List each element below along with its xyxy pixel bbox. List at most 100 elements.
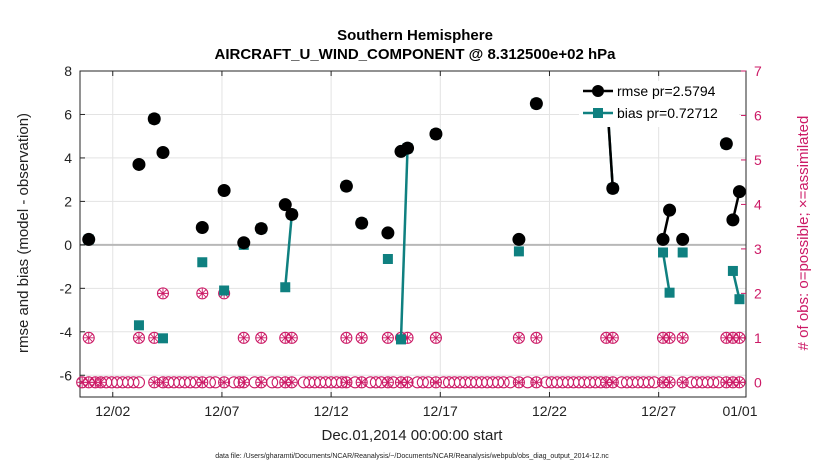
rmse-point <box>663 203 677 217</box>
obs-count-layer <box>76 287 746 389</box>
y-axis-left-label: rmse and bias (model - observation) <box>15 113 32 353</box>
obs-possible-marker <box>266 376 279 389</box>
x-tick-label: 12/17 <box>423 403 458 419</box>
y-left-tick-label: 8 <box>64 63 72 79</box>
obs-assimilated-marker <box>601 377 612 388</box>
obs-possible-marker <box>707 376 720 389</box>
rmse-point <box>355 216 369 230</box>
bias-point <box>280 282 291 293</box>
x-axis-ticks: 12/02 12/07 12/12 12/17 12/22 12/27 01/01 <box>95 71 758 419</box>
obs-assimilated-marker <box>734 332 745 343</box>
x-tick-label: 01/01 <box>722 403 757 419</box>
obs-assimilated-marker <box>238 332 249 343</box>
obs-assimilated-marker <box>286 332 297 343</box>
obs-possible-marker <box>203 376 216 389</box>
y-axis-left-ticks: -6 -4 -2 0 2 4 6 8 <box>60 63 85 383</box>
y-axis-right-label: # of obs: o=possible; ×=assimilated <box>795 116 812 351</box>
bias-point <box>664 287 675 298</box>
obs-assimilated-marker <box>197 288 208 299</box>
x-tick-label: 12/22 <box>532 403 567 419</box>
obs-assimilated-marker <box>430 377 441 388</box>
y-right-tick-label: 2 <box>754 285 762 301</box>
obs-possible-marker <box>355 376 368 389</box>
obs-assimilated-marker <box>677 377 688 388</box>
obs-possible-marker <box>255 331 268 344</box>
obs-possible-marker <box>381 331 394 344</box>
rmse-point <box>217 184 231 198</box>
bias-point <box>727 265 738 276</box>
obs-possible-marker <box>512 331 525 344</box>
x-tick-label: 12/12 <box>314 403 349 419</box>
obs-assimilated-marker <box>430 332 441 343</box>
obs-assimilated-marker <box>531 332 542 343</box>
obs-assimilated-marker <box>149 332 160 343</box>
rmse-point <box>381 226 395 240</box>
obs-assimilated-marker <box>658 332 669 343</box>
legend-box <box>579 81 739 127</box>
legend-rmse-marker <box>592 85 604 97</box>
y-axis-right-ticks: 0 1 2 3 4 5 6 7 <box>741 63 762 390</box>
obs-possible-marker <box>285 376 298 389</box>
bias-line <box>284 214 294 288</box>
obs-assimilated-marker <box>280 377 291 388</box>
rmse-point <box>254 222 268 236</box>
legend-rmse-label: rmse pr=2.5794 <box>617 83 716 99</box>
bias-line <box>661 252 671 293</box>
obs-possible-marker <box>132 331 146 344</box>
obs-assimilated-marker <box>721 377 732 388</box>
legend: rmse pr=2.5794 bias pr=0.72712 <box>579 81 739 127</box>
rmse-point <box>132 157 146 171</box>
x-tick-label: 12/02 <box>95 403 130 419</box>
obs-assimilated-marker <box>727 332 738 343</box>
bias-point <box>133 320 144 331</box>
obs-possible-marker <box>663 331 676 344</box>
obs-possible-marker <box>127 376 140 389</box>
obs-assimilated-marker <box>402 332 413 343</box>
obs-possible-marker <box>381 376 394 389</box>
rmse-point <box>195 220 209 234</box>
rmse-point <box>726 213 740 227</box>
y-right-tick-label: 0 <box>754 374 762 390</box>
obs-assimilated-marker <box>341 332 352 343</box>
obs-assimilated-marker <box>157 288 168 299</box>
plot-frame <box>79 70 747 398</box>
obs-assimilated-marker <box>513 377 524 388</box>
rmse-point <box>529 97 543 111</box>
obs-possible-marker <box>285 331 298 344</box>
obs-possible-marker <box>676 376 689 389</box>
y-left-tick-label: -2 <box>60 280 73 296</box>
obs-assimilated-marker <box>658 377 669 388</box>
obs-assimilated-marker <box>219 377 230 388</box>
y-left-tick-label: 6 <box>64 106 72 122</box>
obs-assimilated-marker <box>133 332 144 343</box>
obs-possible-marker <box>132 376 146 389</box>
obs-possible-marker <box>663 376 676 389</box>
chart-title-line1: Southern Hemisphere <box>337 27 493 44</box>
obs-possible-marker <box>340 376 353 389</box>
rmse-point <box>512 232 526 246</box>
obs-possible-marker <box>237 331 250 344</box>
obs-assimilated-marker <box>513 332 524 343</box>
x-tick-label: 12/27 <box>641 403 676 419</box>
obs-possible-marker <box>530 376 543 389</box>
obs-possible-marker <box>218 376 231 389</box>
obs-assimilated-marker <box>256 377 267 388</box>
y-left-tick-label: -6 <box>60 367 73 383</box>
x-tick-label: 12/07 <box>204 403 239 419</box>
obs-assimilated-marker <box>149 377 160 388</box>
obs-possible-marker <box>196 376 209 389</box>
y-left-tick-label: 4 <box>64 150 72 166</box>
obs-assimilated-marker <box>607 332 618 343</box>
obs-assimilated-marker <box>356 377 367 388</box>
obs-assimilated-marker <box>280 332 291 343</box>
obs-possible-marker <box>606 376 619 389</box>
rmse-point <box>656 232 670 246</box>
obs-possible-marker <box>676 331 689 344</box>
bias-point <box>513 246 524 257</box>
obs-possible-marker <box>497 376 510 389</box>
obs-possible-marker <box>416 376 429 389</box>
data-file-footer: data file: /Users/gharamti/Documents/NCA… <box>215 453 609 460</box>
obs-assimilated-marker <box>77 377 88 388</box>
bias-point <box>395 334 406 345</box>
obs-possible-marker <box>184 376 197 389</box>
